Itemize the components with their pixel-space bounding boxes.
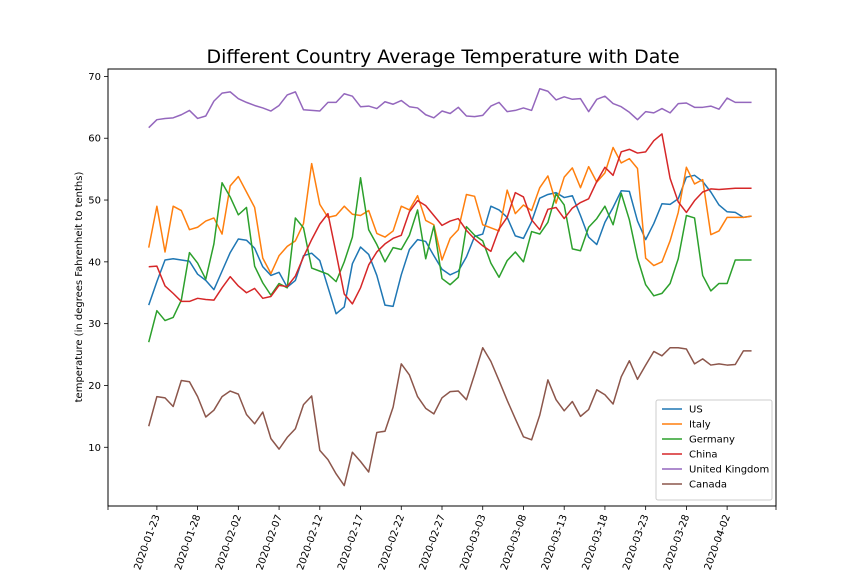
legend-label: Canada — [689, 480, 727, 491]
legend-label: US — [689, 405, 703, 416]
y-tick-label: 30 — [88, 319, 101, 330]
y-axis-label: temperature (in degrees Fahrenheit to te… — [74, 172, 85, 403]
legend-box — [655, 399, 773, 501]
series-line-china — [148, 133, 752, 305]
y-tick-label: 50 — [88, 196, 101, 207]
legend-label: Germany — [689, 435, 735, 446]
series-line-italy — [147, 146, 752, 275]
y-axis: 10 20 30 40 50 60 70 — [88, 72, 108, 454]
series-line-canada — [148, 347, 752, 487]
y-tick-label: 60 — [88, 134, 101, 145]
y-tick-label: 10 — [88, 443, 101, 454]
legend-label: Italy — [689, 420, 711, 431]
series-line-united-kingdom — [148, 88, 752, 129]
legend-label: United Kingdom — [689, 465, 769, 476]
y-tick-label: 40 — [88, 257, 101, 268]
legend-label: China — [689, 450, 718, 461]
y-tick-label: 20 — [88, 381, 101, 392]
legend: US Italy Germany China United Kingdom Canada — [655, 399, 773, 501]
plot-series — [147, 88, 752, 487]
y-tick-label: 70 — [88, 72, 101, 83]
series-line-germany — [148, 177, 752, 343]
chart-title: Different Country Average Temperature wi… — [206, 46, 679, 68]
series-line-us — [148, 174, 752, 315]
